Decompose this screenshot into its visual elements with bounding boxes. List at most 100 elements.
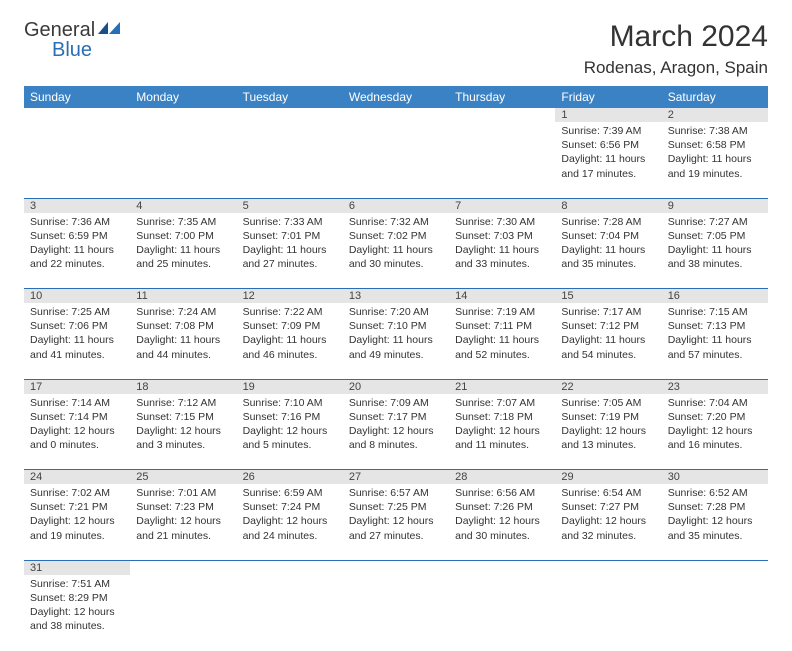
day-details: Sunrise: 7:32 AMSunset: 7:02 PMDaylight:… <box>343 213 449 276</box>
day-details: Sunrise: 7:38 AMSunset: 6:58 PMDaylight:… <box>662 122 768 185</box>
day-number-cell: 26 <box>237 470 343 485</box>
header: General Blue March 2024 Rodenas, Aragon,… <box>24 20 768 78</box>
day-number-cell: 18 <box>130 379 236 394</box>
day-details: Sunrise: 7:39 AMSunset: 6:56 PMDaylight:… <box>555 122 661 185</box>
day-number-cell: 17 <box>24 379 130 394</box>
day-details: Sunrise: 7:05 AMSunset: 7:19 PMDaylight:… <box>555 394 661 457</box>
weekday-header-row: SundayMondayTuesdayWednesdayThursdayFrid… <box>24 86 768 108</box>
day-number-cell <box>555 560 661 575</box>
day-number-cell: 31 <box>24 560 130 575</box>
day-number-cell: 4 <box>130 198 236 213</box>
day-cell <box>237 122 343 198</box>
day-number-cell: 27 <box>343 470 449 485</box>
day-details: Sunrise: 7:35 AMSunset: 7:00 PMDaylight:… <box>130 213 236 276</box>
day-cell: Sunrise: 7:10 AMSunset: 7:16 PMDaylight:… <box>237 394 343 470</box>
brand-sub: Blue <box>52 39 122 62</box>
daynum-row: 24252627282930 <box>24 470 768 485</box>
day-details: Sunrise: 7:30 AMSunset: 7:03 PMDaylight:… <box>449 213 555 276</box>
day-number-cell <box>449 560 555 575</box>
day-cell: Sunrise: 7:09 AMSunset: 7:17 PMDaylight:… <box>343 394 449 470</box>
day-cell <box>449 122 555 198</box>
day-number-cell: 21 <box>449 379 555 394</box>
day-number-cell: 20 <box>343 379 449 394</box>
day-number-cell: 5 <box>237 198 343 213</box>
day-number-cell: 6 <box>343 198 449 213</box>
month-title: March 2024 <box>584 20 768 54</box>
day-details: Sunrise: 7:51 AMSunset: 8:29 PMDaylight:… <box>24 575 130 638</box>
day-cell: Sunrise: 6:56 AMSunset: 7:26 PMDaylight:… <box>449 484 555 560</box>
day-number-cell: 22 <box>555 379 661 394</box>
weekday-header: Friday <box>555 86 661 108</box>
day-number-cell <box>343 560 449 575</box>
weekday-header: Wednesday <box>343 86 449 108</box>
day-number-cell: 23 <box>662 379 768 394</box>
day-number-cell: 8 <box>555 198 661 213</box>
day-number-cell: 9 <box>662 198 768 213</box>
day-number-cell <box>130 108 236 122</box>
day-cell <box>343 575 449 651</box>
weekday-header: Sunday <box>24 86 130 108</box>
day-details: Sunrise: 7:12 AMSunset: 7:15 PMDaylight:… <box>130 394 236 457</box>
day-number-cell: 16 <box>662 289 768 304</box>
day-details: Sunrise: 7:24 AMSunset: 7:08 PMDaylight:… <box>130 303 236 366</box>
day-number-cell: 13 <box>343 289 449 304</box>
day-content-row: Sunrise: 7:25 AMSunset: 7:06 PMDaylight:… <box>24 303 768 379</box>
brand-logo: General Blue <box>24 20 122 62</box>
calendar-table: SundayMondayTuesdayWednesdayThursdayFrid… <box>24 86 768 651</box>
day-cell <box>662 575 768 651</box>
day-number-cell: 15 <box>555 289 661 304</box>
day-details: Sunrise: 7:10 AMSunset: 7:16 PMDaylight:… <box>237 394 343 457</box>
day-cell: Sunrise: 7:24 AMSunset: 7:08 PMDaylight:… <box>130 303 236 379</box>
day-cell: Sunrise: 7:32 AMSunset: 7:02 PMDaylight:… <box>343 213 449 289</box>
day-number-cell: 1 <box>555 108 661 122</box>
day-cell: Sunrise: 6:52 AMSunset: 7:28 PMDaylight:… <box>662 484 768 560</box>
day-cell: Sunrise: 7:38 AMSunset: 6:58 PMDaylight:… <box>662 122 768 198</box>
day-content-row: Sunrise: 7:14 AMSunset: 7:14 PMDaylight:… <box>24 394 768 470</box>
day-cell <box>130 575 236 651</box>
day-cell: Sunrise: 7:15 AMSunset: 7:13 PMDaylight:… <box>662 303 768 379</box>
weekday-header: Thursday <box>449 86 555 108</box>
day-cell: Sunrise: 7:30 AMSunset: 7:03 PMDaylight:… <box>449 213 555 289</box>
flag-icon <box>98 20 122 36</box>
day-details: Sunrise: 7:02 AMSunset: 7:21 PMDaylight:… <box>24 484 130 547</box>
weekday-header: Saturday <box>662 86 768 108</box>
day-cell: Sunrise: 7:07 AMSunset: 7:18 PMDaylight:… <box>449 394 555 470</box>
day-cell: Sunrise: 7:04 AMSunset: 7:20 PMDaylight:… <box>662 394 768 470</box>
day-content-row: Sunrise: 7:36 AMSunset: 6:59 PMDaylight:… <box>24 213 768 289</box>
day-cell <box>24 122 130 198</box>
day-cell: Sunrise: 7:05 AMSunset: 7:19 PMDaylight:… <box>555 394 661 470</box>
day-number-cell: 2 <box>662 108 768 122</box>
day-cell: Sunrise: 7:36 AMSunset: 6:59 PMDaylight:… <box>24 213 130 289</box>
day-number-cell: 12 <box>237 289 343 304</box>
day-number-cell: 3 <box>24 198 130 213</box>
day-details: Sunrise: 7:01 AMSunset: 7:23 PMDaylight:… <box>130 484 236 547</box>
day-details: Sunrise: 7:15 AMSunset: 7:13 PMDaylight:… <box>662 303 768 366</box>
day-cell: Sunrise: 7:12 AMSunset: 7:15 PMDaylight:… <box>130 394 236 470</box>
day-cell <box>237 575 343 651</box>
day-number-cell: 29 <box>555 470 661 485</box>
day-number-cell <box>662 560 768 575</box>
brand-name: General <box>24 19 95 41</box>
day-cell: Sunrise: 7:22 AMSunset: 7:09 PMDaylight:… <box>237 303 343 379</box>
day-details: Sunrise: 7:14 AMSunset: 7:14 PMDaylight:… <box>24 394 130 457</box>
title-block: March 2024 Rodenas, Aragon, Spain <box>584 20 768 78</box>
day-number-cell: 7 <box>449 198 555 213</box>
day-cell <box>130 122 236 198</box>
day-details: Sunrise: 6:54 AMSunset: 7:27 PMDaylight:… <box>555 484 661 547</box>
day-number-cell <box>449 108 555 122</box>
day-details: Sunrise: 7:28 AMSunset: 7:04 PMDaylight:… <box>555 213 661 276</box>
day-number-cell: 10 <box>24 289 130 304</box>
day-cell: Sunrise: 7:27 AMSunset: 7:05 PMDaylight:… <box>662 213 768 289</box>
day-cell: Sunrise: 7:28 AMSunset: 7:04 PMDaylight:… <box>555 213 661 289</box>
weekday-header: Monday <box>130 86 236 108</box>
day-details: Sunrise: 7:07 AMSunset: 7:18 PMDaylight:… <box>449 394 555 457</box>
day-cell: Sunrise: 7:17 AMSunset: 7:12 PMDaylight:… <box>555 303 661 379</box>
calendar-body: 12Sunrise: 7:39 AMSunset: 6:56 PMDayligh… <box>24 108 768 651</box>
day-details: Sunrise: 7:33 AMSunset: 7:01 PMDaylight:… <box>237 213 343 276</box>
day-details: Sunrise: 7:25 AMSunset: 7:06 PMDaylight:… <box>24 303 130 366</box>
day-cell: Sunrise: 7:33 AMSunset: 7:01 PMDaylight:… <box>237 213 343 289</box>
day-number-cell <box>237 560 343 575</box>
day-details: Sunrise: 6:59 AMSunset: 7:24 PMDaylight:… <box>237 484 343 547</box>
day-cell: Sunrise: 7:51 AMSunset: 8:29 PMDaylight:… <box>24 575 130 651</box>
day-cell <box>343 122 449 198</box>
